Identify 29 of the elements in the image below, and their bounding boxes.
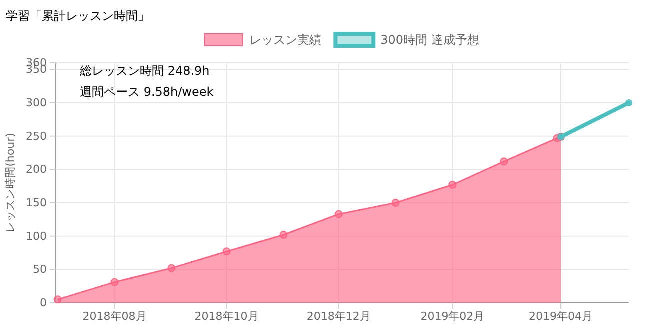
y-tick-label: 50 <box>33 263 47 276</box>
y-tick-label: 150 <box>26 196 47 210</box>
annotation: 週間ペース 9.58h/week <box>80 85 214 99</box>
point <box>626 100 632 106</box>
annotation: 総レッスン時間 248.9h <box>79 64 210 78</box>
chart-title: 学習「累計レッスン時間」 <box>6 9 150 23</box>
x-tick-label: 2018年08月 <box>82 310 147 323</box>
point <box>448 181 457 189</box>
point <box>500 158 508 166</box>
x-tick-label: 2018年10月 <box>194 310 259 323</box>
y-tick-label: 200 <box>26 163 47 176</box>
point <box>110 278 119 286</box>
x-tick-label: 2019年02月 <box>420 310 485 323</box>
x-tick-label: 2019年04月 <box>529 310 594 323</box>
y-tick-label: 350 <box>26 63 47 76</box>
point <box>280 231 288 239</box>
y-tick-label: 100 <box>26 230 47 243</box>
y-tick-label: 0 <box>40 296 47 310</box>
legend-label: レッスン実績 <box>250 33 322 47</box>
point <box>222 248 231 256</box>
y-tick-label: 300 <box>26 96 47 110</box>
y-axis-title: レッスン時間(hour) <box>4 133 17 233</box>
point <box>168 264 176 272</box>
x-tick-label: 2018年12月 <box>306 310 371 323</box>
point <box>334 210 343 218</box>
legend-label: 300時間 達成予想 <box>380 33 480 47</box>
point <box>54 296 62 304</box>
y-tick-label: 250 <box>26 130 47 143</box>
point <box>392 199 400 207</box>
